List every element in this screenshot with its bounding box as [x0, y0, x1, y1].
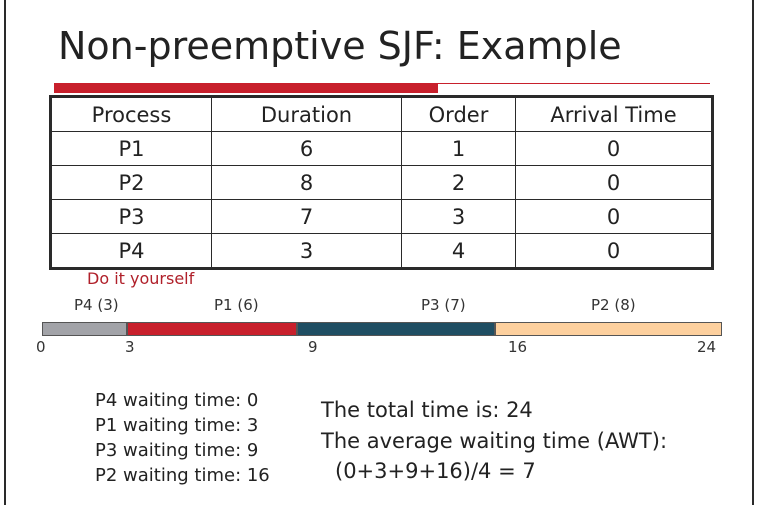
awt-formula-text: (0+3+9+16)/4 = 7	[335, 459, 536, 483]
table-row: P3 7 3 0	[50, 199, 713, 234]
gantt-segment-p4	[42, 322, 127, 336]
slide-title: Non-preemptive SJF: Example	[58, 24, 622, 68]
gantt-segment-p2	[495, 322, 722, 336]
slide-border-right	[752, 0, 754, 505]
cell-process: P1	[50, 131, 212, 166]
cell-duration: 3	[211, 233, 402, 269]
cell-duration: 8	[211, 165, 402, 200]
cell-process: P3	[50, 199, 212, 234]
cell-arrival: 0	[515, 131, 713, 166]
do-it-yourself-note: Do it yourself	[87, 269, 195, 288]
cell-arrival: 0	[515, 199, 713, 234]
gantt-segment-p3	[297, 322, 495, 336]
table-header-row: Process Duration Order Arrival Time	[50, 96, 713, 132]
gantt-tick-9: 9	[308, 338, 318, 356]
cell-order: 3	[401, 199, 516, 234]
gantt-label-p2: P2 (8)	[591, 296, 636, 314]
waiting-time-p4: P4 waiting time: 0	[95, 390, 259, 411]
cell-process: P2	[50, 165, 212, 200]
header-arrival-time: Arrival Time	[515, 96, 713, 132]
slide-border-left	[4, 0, 6, 505]
cell-order: 4	[401, 233, 516, 269]
title-rule-thick	[54, 84, 438, 93]
gantt-tick-0: 0	[36, 338, 46, 356]
header-process: Process	[50, 96, 212, 132]
waiting-time-p3: P3 waiting time: 9	[95, 440, 259, 461]
gantt-tick-16: 16	[508, 338, 528, 356]
header-order: Order	[401, 96, 516, 132]
gantt-label-p3: P3 (7)	[421, 296, 466, 314]
cell-duration: 6	[211, 131, 402, 166]
cell-order: 2	[401, 165, 516, 200]
cell-process: P4	[50, 233, 212, 269]
gantt-tick-24: 24	[697, 338, 717, 356]
table-row: P1 6 1 0	[50, 131, 713, 166]
table-row: P2 8 2 0	[50, 165, 713, 200]
title-rule-thin	[54, 83, 710, 84]
gantt-tick-3: 3	[125, 338, 135, 356]
gantt-label-p1: P1 (6)	[214, 296, 259, 314]
cell-arrival: 0	[515, 233, 713, 269]
cell-arrival: 0	[515, 165, 713, 200]
gantt-segment-p1	[127, 322, 297, 336]
gantt-bar	[42, 322, 722, 336]
cell-duration: 7	[211, 199, 402, 234]
process-table: Process Duration Order Arrival Time P1 6…	[49, 95, 714, 270]
table-row: P4 3 4 0	[50, 233, 713, 269]
total-time-text: The total time is: 24	[321, 398, 533, 422]
waiting-time-p2: P2 waiting time: 16	[95, 465, 270, 486]
header-duration: Duration	[211, 96, 402, 132]
awt-label-text: The average waiting time (AWT):	[321, 429, 668, 453]
cell-order: 1	[401, 131, 516, 166]
gantt-label-p4: P4 (3)	[74, 296, 119, 314]
waiting-time-p1: P1 waiting time: 3	[95, 415, 259, 436]
